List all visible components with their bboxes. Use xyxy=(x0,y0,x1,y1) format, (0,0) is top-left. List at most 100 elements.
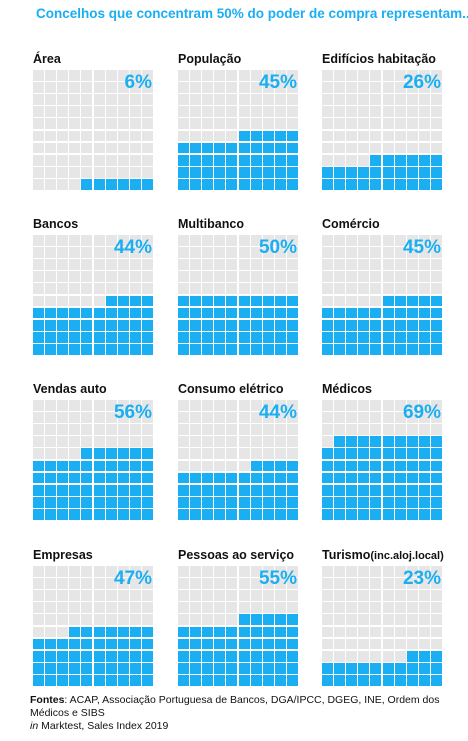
waffle-cell-filled xyxy=(117,496,129,508)
waffle-cell-empty xyxy=(262,94,274,106)
waffle-cell-filled xyxy=(81,307,93,319)
waffle-cell-empty xyxy=(33,602,45,614)
waffle-cell-empty xyxy=(274,578,286,589)
waffle-cell-filled xyxy=(69,638,81,650)
waffle-cell-empty xyxy=(105,94,117,106)
waffle-cell-filled xyxy=(45,662,57,674)
waffle-cell-empty xyxy=(214,118,226,130)
waffle-cell-empty xyxy=(45,118,57,130)
waffle-cell-empty xyxy=(141,247,153,258)
waffle-cell-filled xyxy=(105,484,117,496)
waffle-cell-filled xyxy=(33,307,45,319)
waffle-cell-empty xyxy=(214,566,226,577)
waffle-cell-filled xyxy=(226,166,238,178)
waffle-cell-filled xyxy=(93,331,105,343)
waffle-cell-filled xyxy=(250,343,262,355)
waffle-cell-filled xyxy=(394,484,406,496)
waffle-grid xyxy=(178,566,303,686)
waffle-cell-filled xyxy=(430,166,442,178)
waffle-cell-filled xyxy=(202,166,214,178)
waffle-cell-empty xyxy=(33,295,45,307)
waffle-cell-empty xyxy=(202,235,214,246)
waffle-cell-empty xyxy=(81,424,93,436)
waffle-cell-empty xyxy=(322,602,334,614)
waffle-cell-empty xyxy=(214,247,226,258)
waffle-cell-empty xyxy=(105,578,117,589)
waffle-cell-filled xyxy=(214,508,226,520)
waffle-cell-filled xyxy=(250,496,262,508)
waffle-cell-empty xyxy=(382,247,394,258)
waffle-cell-filled xyxy=(274,614,286,626)
waffle-cell-filled xyxy=(45,638,57,650)
waffle-cell-empty xyxy=(370,626,382,638)
waffle-cell-filled xyxy=(117,448,129,460)
waffle-cell-empty xyxy=(178,460,190,472)
waffle-cell-filled xyxy=(33,460,45,472)
waffle-cell-empty xyxy=(214,271,226,283)
waffle-cell-empty xyxy=(117,94,129,106)
waffle-cell-empty xyxy=(430,235,442,246)
waffle-cell-filled xyxy=(346,319,358,331)
waffle-cell-empty xyxy=(346,82,358,93)
panel-label-text: Pessoas ao serviço xyxy=(178,548,295,562)
waffle-cell-empty xyxy=(346,638,358,650)
waffle-cell-empty xyxy=(430,590,442,602)
waffle-cell-filled xyxy=(322,343,334,355)
waffle-cell-filled xyxy=(81,508,93,520)
waffle-cell-empty xyxy=(418,259,430,271)
waffle-cell-empty xyxy=(358,247,370,258)
waffle-cell-empty xyxy=(370,614,382,626)
waffle-cell-empty xyxy=(33,283,45,295)
waffle-panel: Pessoas ao serviço 55% xyxy=(178,548,303,688)
waffle-cell-filled xyxy=(274,142,286,154)
waffle-cell-empty xyxy=(93,118,105,130)
waffle-cell-empty xyxy=(81,436,93,448)
waffle-cell-empty xyxy=(382,578,394,589)
waffle-cell-empty xyxy=(214,614,226,626)
waffle-cell-empty xyxy=(358,602,370,614)
waffle-cell-filled xyxy=(382,508,394,520)
waffle-cell-filled xyxy=(226,154,238,166)
waffle-cell-empty xyxy=(57,154,69,166)
waffle-cell-empty xyxy=(69,154,81,166)
panel-label-text: Área xyxy=(33,52,61,66)
waffle-cell-empty xyxy=(141,424,153,436)
waffle-cell-filled xyxy=(117,674,129,686)
waffle-cell-filled xyxy=(33,496,45,508)
waffle-cell-filled xyxy=(286,460,298,472)
waffle-cell-filled xyxy=(406,460,418,472)
waffle-cell-empty xyxy=(214,448,226,460)
waffle-cell-filled xyxy=(382,331,394,343)
waffle-panel: População 45% xyxy=(178,52,303,192)
waffle-cell-empty xyxy=(81,70,93,81)
waffle-cell-filled xyxy=(262,166,274,178)
waffle-cell-filled xyxy=(190,331,202,343)
waffle-cell-empty xyxy=(117,271,129,283)
waffle-cell-empty xyxy=(334,638,346,650)
waffle-cell-filled xyxy=(238,307,250,319)
waffle-cell-empty xyxy=(418,283,430,295)
waffle-cell-empty xyxy=(418,566,430,577)
waffle-cell-empty xyxy=(286,106,298,118)
sources-note: Fontes: ACAP, Associação Portuguesa de B… xyxy=(30,694,450,733)
panel-label-text: Médicos xyxy=(322,382,373,396)
waffle-cell-empty xyxy=(178,566,190,577)
waffle-cell-empty xyxy=(430,283,442,295)
waffle-cell-filled xyxy=(370,484,382,496)
waffle-cell-filled xyxy=(178,484,190,496)
waffle-cell-empty xyxy=(346,130,358,142)
waffle-cell-empty xyxy=(262,271,274,283)
waffle-cell-empty xyxy=(117,590,129,602)
waffle-cell-filled xyxy=(105,448,117,460)
waffle-cell-filled xyxy=(394,496,406,508)
waffle-cell-filled xyxy=(238,650,250,662)
waffle-cell-empty xyxy=(406,235,418,246)
waffle-cell-empty xyxy=(382,590,394,602)
waffle-cell-filled xyxy=(430,295,442,307)
waffle-cell-filled xyxy=(250,638,262,650)
percentage-label: 44% xyxy=(258,402,297,423)
waffle-cell-filled xyxy=(33,638,45,650)
waffle-cell-filled xyxy=(178,508,190,520)
waffle-cell-filled xyxy=(214,650,226,662)
waffle-cell-empty xyxy=(105,424,117,436)
